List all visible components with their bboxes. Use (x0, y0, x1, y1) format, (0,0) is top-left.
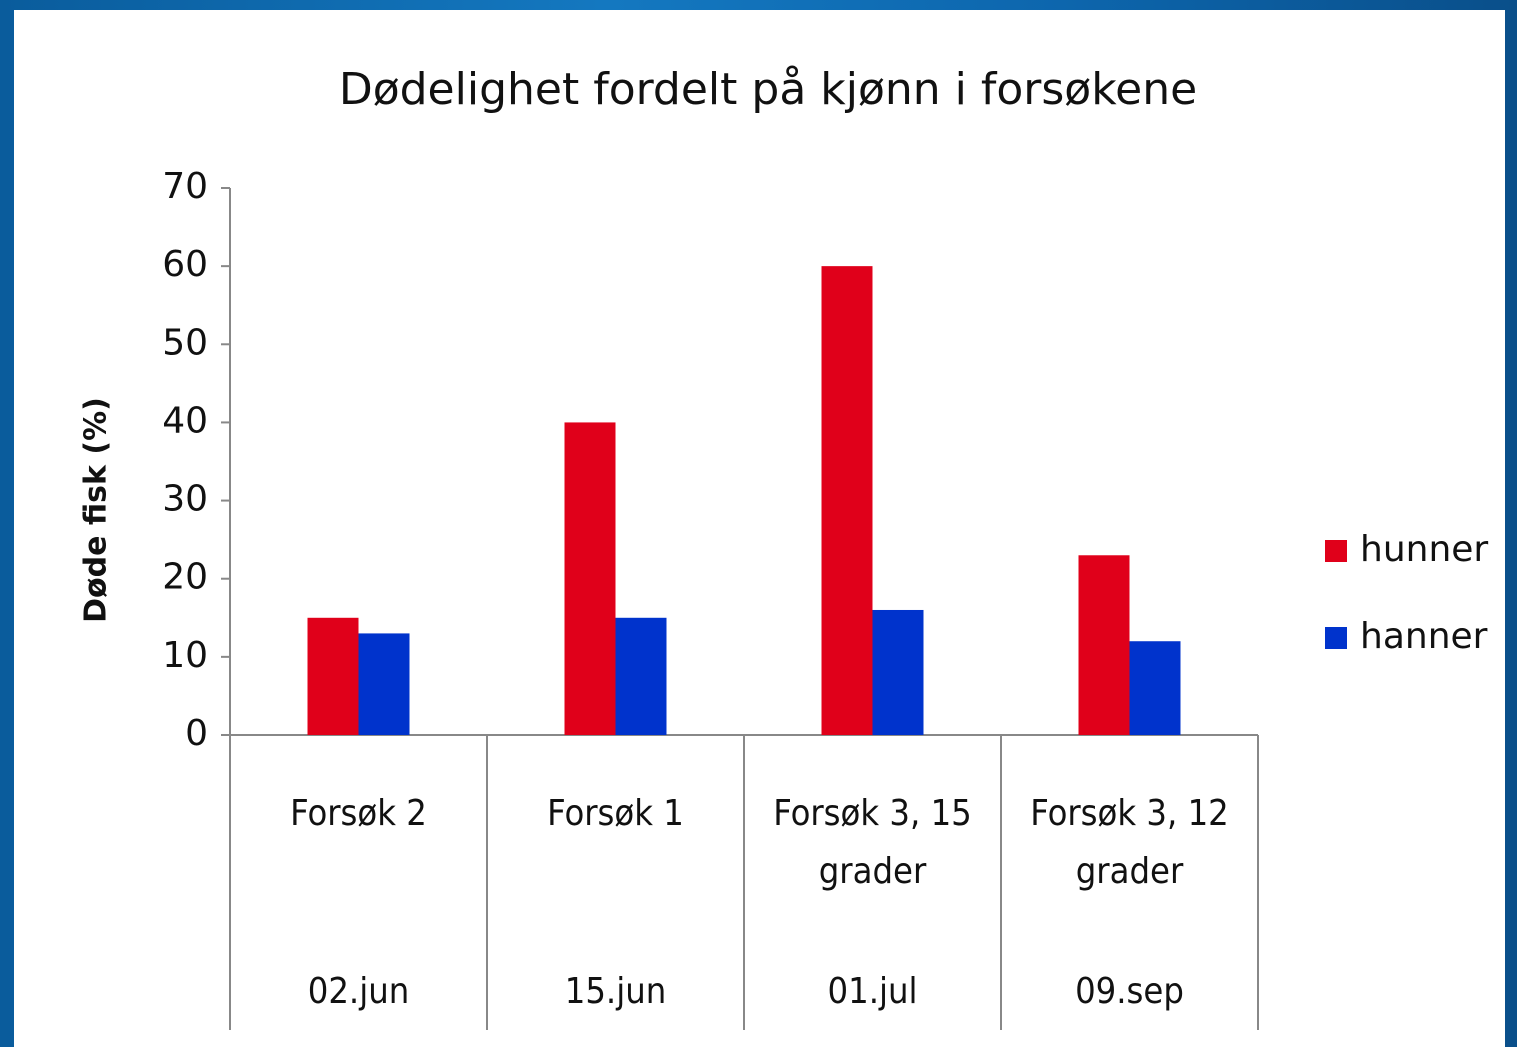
y-tick-label: 70 (162, 166, 208, 207)
x-tick-label: Forsøk 2 (290, 793, 427, 834)
x-date-label: 01.jul (827, 971, 918, 1012)
bar (615, 617, 667, 735)
legend-swatch (1325, 627, 1347, 649)
y-axis-label: Døde fisk (%) (79, 397, 114, 623)
y-tick-label: 20 (162, 557, 208, 598)
y-tick-label: 10 (162, 635, 208, 676)
bar (564, 422, 616, 735)
legend-swatch (1325, 540, 1347, 562)
x-date-label: 15.jun (564, 971, 667, 1012)
chart-title: Dødelighet fordelt på kjønn i forsøkene (339, 64, 1197, 115)
frame (14, 10, 1505, 1047)
bar (1129, 641, 1181, 735)
y-tick-label: 60 (162, 244, 208, 285)
bar (1078, 555, 1130, 735)
y-tick-label: 50 (162, 322, 208, 363)
y-tick-label: 40 (162, 400, 208, 441)
x-tick-label: Forsøk 3, 12 grader (1030, 793, 1229, 892)
legend-label: hunner (1360, 529, 1488, 570)
x-tick-label: Forsøk 1 (547, 793, 684, 834)
x-date-label: 09.sep (1075, 971, 1184, 1012)
bar (307, 617, 359, 735)
y-tick-label: 30 (162, 479, 208, 520)
legend-label: hanner (1360, 616, 1488, 657)
y-tick-label: 0 (185, 713, 208, 754)
x-tick-label: Forsøk 3, 15 grader (773, 793, 972, 892)
bar (358, 633, 410, 735)
x-date-label: 02.jun (307, 971, 410, 1012)
bar (821, 266, 873, 735)
bar (872, 609, 924, 735)
